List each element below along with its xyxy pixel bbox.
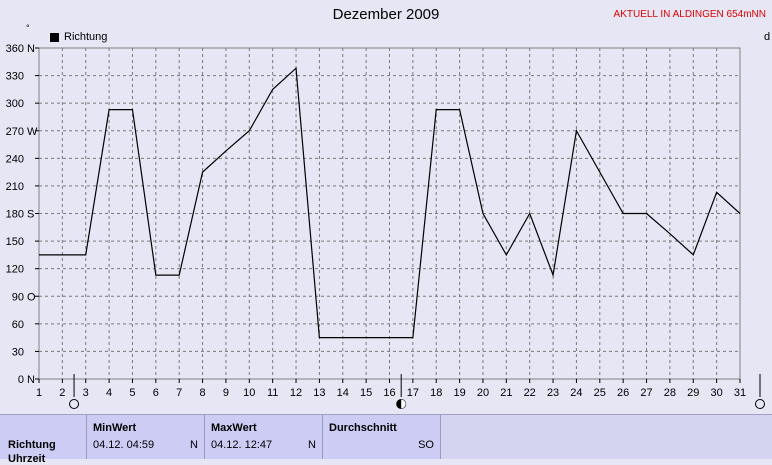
x-tick-label: 6 bbox=[153, 387, 159, 399]
y-tick-label: 60 bbox=[12, 319, 24, 331]
x-tick-label: 21 bbox=[500, 387, 512, 399]
y-tick-label: 30 bbox=[12, 346, 24, 358]
y-tick-label: 360 bbox=[6, 43, 24, 55]
x-tick-label: 29 bbox=[687, 387, 699, 399]
x-tick-label: 27 bbox=[640, 387, 652, 399]
x-tick-label: 31 bbox=[734, 387, 746, 399]
x-tick-label: 15 bbox=[360, 387, 372, 399]
legend-label: Richtung bbox=[64, 31, 108, 43]
x-tick-label: 8 bbox=[200, 387, 206, 399]
x-tick-label: 2 bbox=[59, 387, 65, 399]
x-tick-label: 19 bbox=[453, 387, 465, 399]
series-line-richtung bbox=[39, 66, 741, 339]
right-axis-label: d bbox=[764, 31, 771, 43]
x-tick-label: 3 bbox=[83, 387, 89, 399]
x-tick-label: 23 bbox=[547, 387, 559, 399]
y-tick-direction: N bbox=[27, 374, 35, 386]
stats-panel: Richtung Uhrzeit MinWert 04.12. 04:59 N … bbox=[0, 414, 772, 465]
avg-header: Durchschnitt bbox=[329, 422, 397, 434]
min-header: MinWert bbox=[93, 422, 137, 434]
y-tick-label: 0 bbox=[18, 374, 24, 386]
legend: Richtung bbox=[50, 31, 107, 43]
y-tick-label: 270 bbox=[6, 126, 24, 138]
max-time: 04.12. 12:47 bbox=[211, 439, 273, 451]
y-tick-label: 330 bbox=[6, 71, 24, 83]
max-value-cell: MaxWert 04.12. 12:47 N bbox=[205, 415, 323, 459]
x-tick-label: 20 bbox=[477, 387, 489, 399]
x-tick-label: 25 bbox=[594, 387, 606, 399]
min-time: 04.12. 04:59 bbox=[93, 439, 155, 451]
x-tick-label: 10 bbox=[243, 387, 255, 399]
y-tick-label: 210 bbox=[6, 181, 24, 193]
status-text: AKTUELL IN ALDINGEN 654mNN bbox=[613, 9, 766, 20]
avg-value-cell: Durchschnitt SO bbox=[323, 415, 441, 459]
y-tick-direction: N bbox=[27, 43, 35, 55]
x-tick-label: 24 bbox=[570, 387, 582, 399]
x-tick-label: 28 bbox=[664, 387, 676, 399]
max-direction: N bbox=[308, 439, 316, 451]
x-tick-label: 18 bbox=[430, 387, 442, 399]
avg-direction: SO bbox=[418, 439, 434, 451]
x-tick-label: 26 bbox=[617, 387, 629, 399]
new-moon-highlight bbox=[401, 399, 406, 409]
chart-title: Dezember 2009 bbox=[332, 6, 440, 23]
y-tick-direction: S bbox=[27, 209, 34, 221]
x-tick-label: 11 bbox=[267, 387, 278, 399]
x-tick-label: 9 bbox=[223, 387, 229, 399]
x-tick-label: 17 bbox=[407, 387, 419, 399]
x-tick-label: 4 bbox=[106, 387, 112, 399]
y-tick-label: 240 bbox=[6, 153, 24, 165]
x-tick-label: 30 bbox=[711, 387, 723, 399]
stats-row-label-2: Uhrzeit bbox=[8, 453, 46, 465]
x-tick-label: 22 bbox=[524, 387, 536, 399]
y-tick-direction: W bbox=[27, 126, 38, 138]
full-moon-icon bbox=[69, 399, 80, 409]
min-value-cell: MinWert 04.12. 04:59 N bbox=[87, 415, 205, 459]
legend-swatch bbox=[50, 32, 59, 42]
y-tick-label: 150 bbox=[6, 236, 24, 248]
x-tick-label: 5 bbox=[129, 387, 135, 399]
min-direction: N bbox=[190, 439, 198, 451]
y-tick-label: 180 bbox=[6, 209, 24, 221]
y-tick-label: 120 bbox=[6, 264, 24, 276]
x-tick-label: 13 bbox=[313, 387, 325, 399]
x-tick-label: 12 bbox=[290, 387, 302, 399]
y-tick-label: 90 bbox=[12, 291, 24, 303]
unit-symbol: ° bbox=[26, 23, 30, 33]
y-tick-label: 300 bbox=[6, 98, 24, 110]
moon-edge-icon bbox=[755, 399, 765, 409]
y-tick-direction: O bbox=[27, 291, 36, 303]
x-tick-label: 7 bbox=[176, 387, 182, 399]
max-header: MaxWert bbox=[211, 422, 257, 434]
x-tick-label: 14 bbox=[337, 387, 349, 399]
stats-row-label-cell: Richtung Uhrzeit bbox=[0, 415, 87, 465]
stats-row-label: Richtung bbox=[8, 439, 56, 451]
x-tick-label: 16 bbox=[383, 387, 395, 399]
x-tick-label: 1 bbox=[36, 387, 42, 399]
